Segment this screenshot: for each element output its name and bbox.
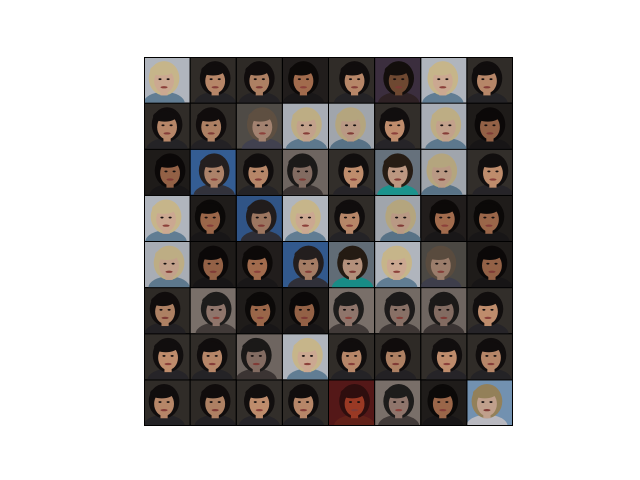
face-tile	[236, 57, 282, 103]
face-tile	[282, 242, 328, 288]
image-grid-figure	[144, 57, 513, 426]
face-tile	[329, 334, 375, 380]
face-tile	[467, 195, 513, 241]
face-tile	[236, 149, 282, 195]
face-tile	[282, 103, 328, 149]
face-tile	[282, 195, 328, 241]
face-tile	[329, 242, 375, 288]
face-tile	[144, 288, 190, 334]
face-tile	[144, 195, 190, 241]
face-tile	[421, 288, 467, 334]
face-tile	[329, 195, 375, 241]
face-tile	[190, 242, 236, 288]
face-tile	[190, 288, 236, 334]
face-tile	[467, 103, 513, 149]
face-tile	[421, 242, 467, 288]
face-tile	[144, 242, 190, 288]
face-tile	[375, 242, 421, 288]
face-tile	[329, 288, 375, 334]
face-tile	[329, 149, 375, 195]
face-tile	[236, 195, 282, 241]
face-tile	[282, 57, 328, 103]
face-tile	[375, 288, 421, 334]
face-tile	[375, 57, 421, 103]
face-tile	[421, 380, 467, 426]
face-tile	[236, 242, 282, 288]
face-tile	[421, 334, 467, 380]
face-tile	[190, 195, 236, 241]
face-tile	[144, 103, 190, 149]
face-tile	[144, 149, 190, 195]
face-tile	[375, 195, 421, 241]
face-tile	[329, 103, 375, 149]
face-tile	[190, 149, 236, 195]
face-tile	[190, 380, 236, 426]
face-tile	[144, 57, 190, 103]
face-tile	[236, 334, 282, 380]
face-tile	[375, 380, 421, 426]
face-tile	[375, 334, 421, 380]
face-tile	[282, 149, 328, 195]
face-tile	[144, 380, 190, 426]
face-tile	[236, 103, 282, 149]
face-tile	[282, 288, 328, 334]
face-tile	[375, 149, 421, 195]
face-tile	[236, 380, 282, 426]
face-tile	[467, 57, 513, 103]
face-tile	[375, 103, 421, 149]
face-tile	[421, 57, 467, 103]
face-tile	[329, 57, 375, 103]
face-tile	[190, 103, 236, 149]
face-tile	[190, 57, 236, 103]
face-tile	[421, 149, 467, 195]
face-tile	[467, 242, 513, 288]
face-tile	[467, 380, 513, 426]
face-tile	[467, 288, 513, 334]
face-tile	[421, 195, 467, 241]
face-tile	[282, 380, 328, 426]
face-tile	[236, 288, 282, 334]
face-tile	[190, 334, 236, 380]
face-tile	[467, 149, 513, 195]
face-tile	[421, 103, 467, 149]
face-tile	[144, 334, 190, 380]
face-sample-grid	[144, 57, 513, 426]
face-tile	[282, 334, 328, 380]
face-tile	[467, 334, 513, 380]
face-tile	[329, 380, 375, 426]
